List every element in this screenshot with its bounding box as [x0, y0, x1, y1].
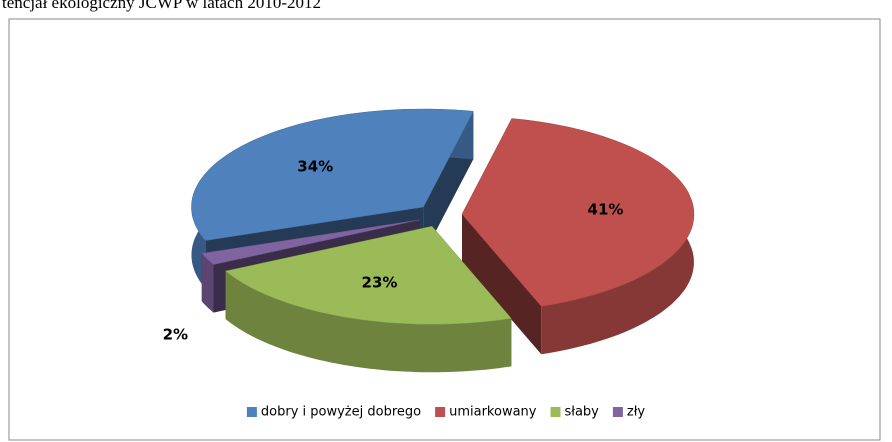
slice-top	[191, 108, 474, 241]
data-label: 34%	[297, 158, 333, 176]
legend-swatch	[246, 407, 257, 417]
data-label: 2%	[163, 325, 188, 343]
legend-label: zły	[627, 405, 646, 420]
slice-top	[201, 219, 420, 265]
slice-wall	[225, 271, 512, 373]
legend-label: słaby	[564, 405, 599, 420]
legend-swatch	[550, 407, 561, 417]
slice-wall	[201, 253, 214, 313]
pie-slice	[225, 226, 512, 373]
pie-slice	[461, 118, 695, 355]
data-label: 41%	[588, 201, 624, 219]
slice-top	[225, 226, 512, 325]
chart-title: tencjał ekologiczny JCWP w latach 2010-2…	[2, 0, 321, 12]
slice-side	[462, 214, 542, 355]
chart-border	[8, 18, 881, 441]
data-label: 23%	[362, 273, 398, 291]
legend-swatch	[435, 407, 446, 417]
legend-label: dobry i powyżej dobrego	[261, 405, 421, 420]
legend-label: umiarkowany	[449, 405, 537, 420]
legend-swatch	[612, 407, 623, 417]
slice-top	[461, 118, 695, 307]
